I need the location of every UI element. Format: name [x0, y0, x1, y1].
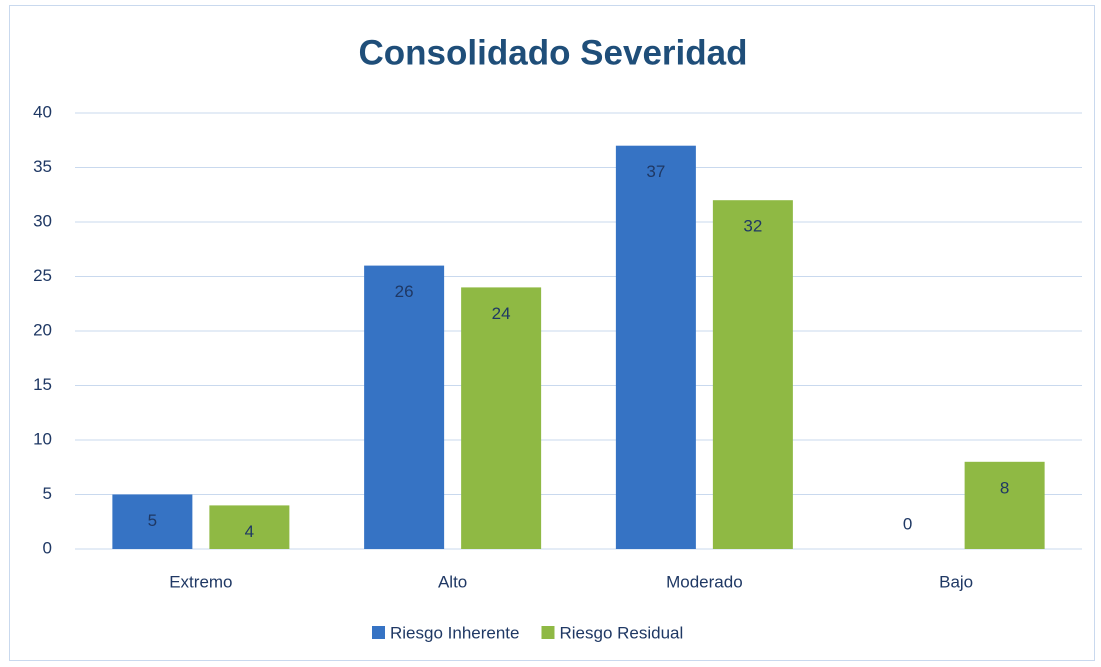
data-label: 37 [646, 162, 665, 181]
data-label: 24 [492, 304, 511, 323]
data-label: 32 [743, 217, 762, 236]
y-tick-label: 20 [33, 320, 52, 339]
y-tick-label: 40 [33, 102, 52, 121]
data-label: 26 [395, 282, 414, 301]
y-tick-label: 35 [33, 157, 52, 176]
legend-swatch [372, 626, 385, 639]
data-label: 5 [148, 511, 157, 530]
bar [461, 287, 542, 549]
y-tick-label: 5 [43, 484, 52, 503]
x-tick-label: Bajo [939, 572, 973, 591]
y-tick-label: 10 [33, 429, 52, 448]
x-tick-label: Extremo [169, 572, 232, 591]
x-tick-label: Moderado [666, 572, 743, 591]
bar [209, 505, 290, 549]
bar [615, 145, 696, 549]
chart-frame [9, 5, 1095, 661]
data-label: 0 [903, 514, 912, 533]
chart-title: Consolidado Severidad [359, 33, 748, 72]
bar [964, 461, 1045, 549]
bar [364, 265, 445, 549]
y-tick-label: 30 [33, 211, 52, 230]
bar [712, 200, 793, 549]
bar [112, 494, 193, 549]
y-tick-label: 15 [33, 375, 52, 394]
data-label: 4 [245, 522, 254, 541]
x-tick-label: Alto [438, 572, 467, 591]
y-tick-label: 25 [33, 266, 52, 285]
y-tick-label: 0 [43, 538, 52, 557]
legend-label: Riesgo Inherente [390, 623, 519, 642]
legend-label: Riesgo Residual [559, 623, 683, 642]
data-label: 8 [1000, 478, 1009, 497]
legend-swatch [541, 626, 555, 639]
